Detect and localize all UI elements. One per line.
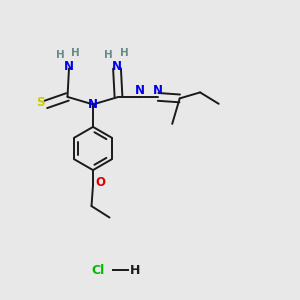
Text: N: N [88, 98, 98, 111]
Text: H: H [130, 263, 140, 277]
Text: N: N [135, 84, 145, 98]
Text: N: N [64, 60, 74, 74]
Text: H: H [56, 50, 64, 60]
Text: H: H [103, 50, 112, 60]
Text: O: O [95, 176, 105, 189]
Text: N: N [153, 84, 163, 98]
Text: H: H [71, 48, 80, 59]
Text: N: N [112, 60, 122, 74]
Text: H: H [120, 48, 129, 59]
Text: S: S [36, 96, 45, 110]
Text: Cl: Cl [91, 263, 104, 277]
